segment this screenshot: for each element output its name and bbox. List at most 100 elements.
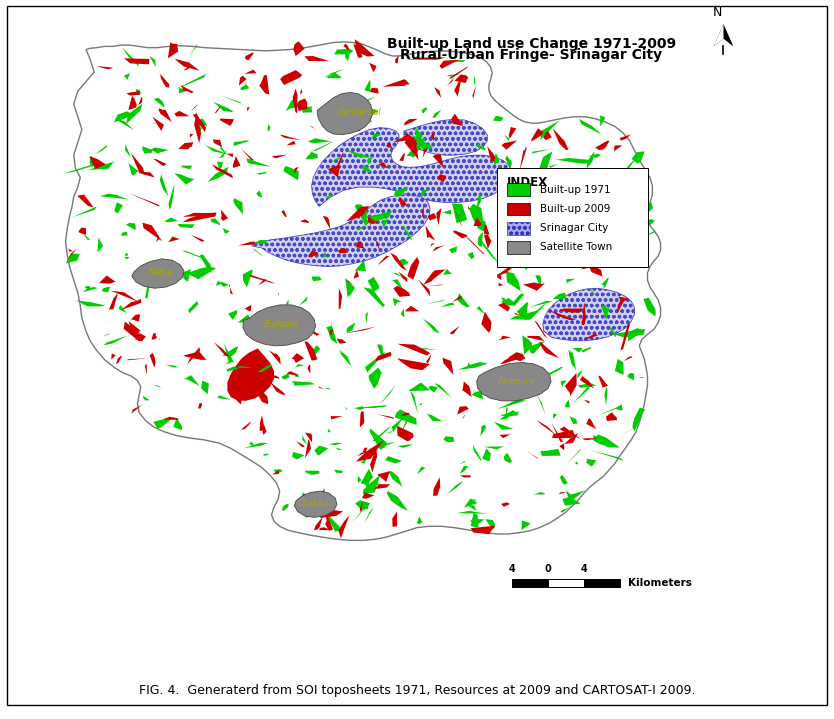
Polygon shape [509, 160, 512, 168]
Polygon shape [507, 221, 530, 234]
Polygon shape [132, 259, 184, 288]
Polygon shape [83, 287, 98, 293]
Polygon shape [397, 358, 430, 370]
Polygon shape [426, 353, 432, 364]
Polygon shape [123, 321, 141, 342]
Polygon shape [552, 293, 566, 299]
Polygon shape [394, 285, 410, 297]
Polygon shape [274, 313, 286, 320]
Polygon shape [181, 85, 194, 93]
Polygon shape [647, 230, 656, 235]
Polygon shape [200, 255, 213, 272]
Polygon shape [480, 376, 489, 382]
Polygon shape [345, 278, 355, 298]
Polygon shape [620, 134, 631, 141]
Polygon shape [480, 425, 486, 436]
Polygon shape [328, 165, 340, 178]
Polygon shape [143, 223, 162, 242]
Polygon shape [586, 459, 596, 467]
Polygon shape [314, 500, 321, 506]
Polygon shape [309, 142, 333, 152]
Polygon shape [319, 488, 325, 500]
Polygon shape [590, 288, 595, 294]
Text: Ganderbal: Ganderbal [338, 108, 382, 116]
Polygon shape [584, 173, 589, 179]
Polygon shape [400, 413, 409, 416]
Polygon shape [412, 134, 434, 150]
Polygon shape [410, 506, 412, 513]
Polygon shape [425, 226, 435, 240]
Polygon shape [99, 275, 116, 284]
Polygon shape [399, 416, 409, 439]
Polygon shape [605, 387, 607, 406]
Polygon shape [143, 150, 152, 154]
Polygon shape [577, 370, 583, 379]
Polygon shape [145, 280, 150, 298]
Polygon shape [325, 513, 343, 532]
Polygon shape [499, 283, 504, 286]
Polygon shape [382, 79, 409, 87]
Polygon shape [553, 128, 569, 150]
Polygon shape [443, 357, 454, 375]
Polygon shape [603, 308, 610, 320]
Polygon shape [475, 306, 485, 314]
Polygon shape [515, 245, 525, 252]
Polygon shape [364, 107, 378, 118]
Polygon shape [234, 198, 243, 214]
Polygon shape [347, 323, 355, 333]
Bar [548, 580, 584, 587]
Polygon shape [160, 174, 168, 196]
Polygon shape [292, 353, 304, 363]
Polygon shape [294, 167, 299, 173]
Polygon shape [80, 196, 86, 202]
Polygon shape [149, 56, 156, 67]
Polygon shape [620, 324, 631, 351]
Polygon shape [274, 469, 283, 474]
Bar [507, 203, 530, 215]
Text: Satellite Town: Satellite Town [540, 242, 612, 252]
Polygon shape [354, 204, 367, 227]
Polygon shape [460, 475, 471, 477]
Polygon shape [545, 309, 576, 320]
Polygon shape [184, 65, 190, 70]
Polygon shape [474, 76, 475, 85]
Polygon shape [468, 206, 470, 209]
Polygon shape [259, 415, 264, 431]
Polygon shape [305, 433, 312, 442]
Polygon shape [308, 138, 331, 143]
Polygon shape [268, 124, 270, 131]
Polygon shape [202, 144, 229, 155]
Polygon shape [603, 259, 608, 265]
Polygon shape [470, 203, 484, 228]
Polygon shape [328, 428, 330, 433]
Polygon shape [153, 116, 164, 131]
Polygon shape [127, 91, 140, 96]
Polygon shape [578, 383, 596, 388]
Polygon shape [536, 420, 557, 436]
Polygon shape [600, 115, 605, 127]
Polygon shape [401, 225, 413, 241]
Text: Chakbas: Chakbas [298, 500, 334, 508]
Polygon shape [430, 243, 435, 247]
Polygon shape [428, 213, 437, 220]
Polygon shape [294, 41, 304, 56]
Polygon shape [131, 314, 140, 321]
Polygon shape [528, 341, 545, 354]
Polygon shape [392, 279, 403, 290]
Polygon shape [557, 218, 563, 222]
Polygon shape [404, 135, 419, 160]
Polygon shape [577, 189, 593, 198]
Polygon shape [323, 216, 330, 229]
Polygon shape [600, 406, 620, 414]
Text: Srinagar City: Srinagar City [540, 223, 608, 233]
Polygon shape [166, 268, 181, 275]
Polygon shape [463, 415, 465, 418]
Text: Rural-Urban Fringe- Srinagar City: Rural-Urban Fringe- Srinagar City [400, 48, 662, 63]
Polygon shape [326, 324, 338, 344]
Polygon shape [369, 63, 376, 73]
Polygon shape [497, 274, 501, 280]
Polygon shape [240, 84, 249, 91]
Polygon shape [427, 284, 443, 286]
Polygon shape [537, 395, 545, 415]
Polygon shape [145, 364, 147, 375]
